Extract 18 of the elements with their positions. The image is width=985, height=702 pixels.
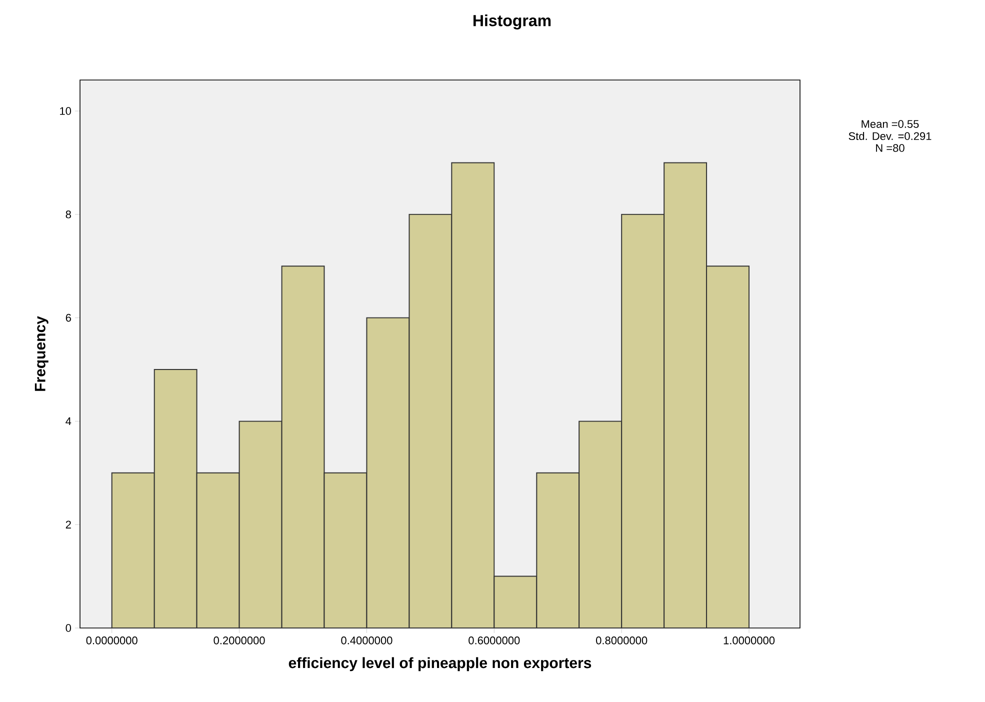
x-tick-label: 0.2000000: [214, 636, 265, 644]
y-tick-label: 10: [60, 107, 72, 115]
chart-title: Histogram: [474, 14, 551, 30]
x-tick-label: 0.4000000: [341, 636, 392, 644]
text: N =80: [876, 144, 904, 152]
y-tick-label: 0: [66, 624, 72, 632]
x-tick-label: 0.0000000: [86, 636, 138, 644]
y-tick-label: 4: [66, 417, 72, 425]
y-tick-label: 6: [66, 314, 71, 322]
x-tick-label: 0.8000000: [596, 636, 648, 644]
y-tick-label: 8: [66, 210, 71, 218]
x-tick-label: 1.0000000: [724, 636, 775, 644]
x-tick-label: 0.6000000: [468, 636, 520, 644]
text: Std. Dev. =0.291: [848, 132, 932, 140]
y-tick-label: 2: [66, 520, 71, 528]
text: Mean =0.55: [862, 120, 919, 128]
x-axis-title: efficiency level of pineapple non exporters: [288, 657, 592, 672]
y-axis-title: Frequency: [34, 316, 48, 391]
